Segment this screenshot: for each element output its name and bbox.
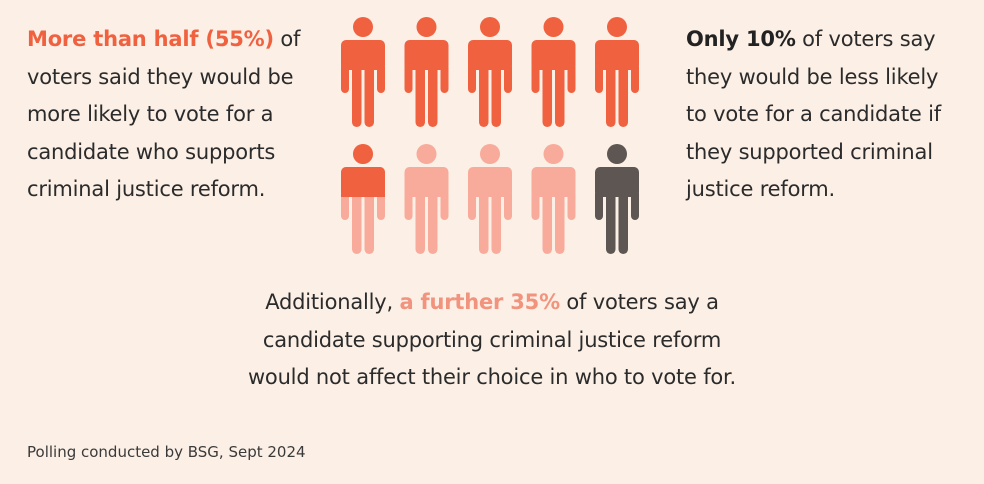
no-effect-statement: Additionally, a further 35% of voters sa… [0,284,984,397]
more-likely-line-2: voters said they would be [27,64,294,89]
less-likely-line-1-rest: of voters say [795,27,936,51]
no-effect-line-2: candidate supporting criminal justice re… [262,327,722,352]
person-icon [468,144,512,254]
less-likely-line-3: to vote for a candidate if [686,102,941,127]
no-effect-line-1: Additionally, a further 35% of voters sa… [0,284,984,322]
no-effect-highlight: a further 35% [399,290,560,314]
person-icon-fill [531,17,576,127]
person-icon-fill [468,144,512,254]
person-icon-fill [341,17,385,127]
person-icon-fill [404,17,449,127]
person-icon [595,144,639,254]
more-likely-line-1: More than half (55%) of [27,21,300,59]
no-effect-line-3: would not affect their choice in who to … [247,365,737,390]
person-icon [531,17,576,127]
less-likely-statement: Only 10% of voters say they would be les… [686,21,941,209]
less-likely-line-4: they supported criminal [686,139,933,164]
more-likely-line-1-rest: of [273,27,301,51]
person-icon [341,144,385,254]
person-icon-fill [468,17,512,127]
more-likely-line-3: more likely to vote for a [27,102,274,127]
less-likely-line-1: Only 10% of voters say [686,21,941,59]
person-icon-fill [595,144,639,254]
person-icon [404,17,449,127]
person-icon [531,144,576,254]
person-icon [468,17,512,127]
person-icon [404,144,449,254]
more-likely-statement: More than half (55%) of voters said they… [27,21,300,209]
more-likely-line-4: candidate who supports [27,139,276,164]
more-likely-highlight: More than half (55%) [27,27,274,51]
less-likely-highlight: Only 10% [686,27,796,51]
person-icon-fill [595,17,639,127]
person-icon-fill [404,144,449,254]
less-likely-line-2: they would be less likely [686,64,939,89]
person-icon-fill [531,144,576,254]
no-effect-prefix: Additionally, [265,290,400,314]
pictogram-chart [341,17,639,254]
less-likely-line-5: justice reform. [686,177,836,202]
no-effect-line-1-rest: of voters say a [559,290,719,314]
person-icon [341,17,385,127]
person-icon [595,17,639,127]
source-footnote: Polling conducted by BSG, Sept 2024 [27,443,306,461]
more-likely-line-5: criminal justice reform. [27,177,266,202]
